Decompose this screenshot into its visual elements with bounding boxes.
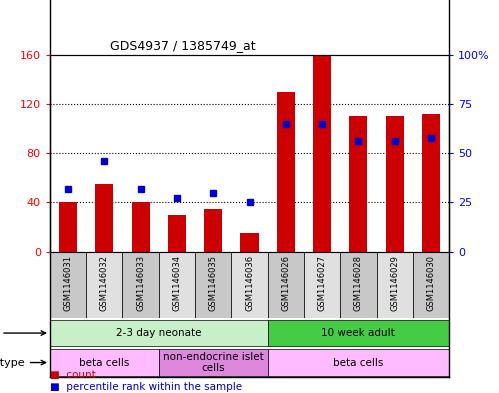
Text: age: age [0,328,45,338]
Bar [204,209,222,252]
Bar [241,233,258,252]
Bar [422,114,440,252]
Bar [377,252,413,318]
Text: cell type: cell type [0,358,45,367]
Text: GSM1146034: GSM1146034 [173,255,182,311]
Text: ■  percentile rank within the sample: ■ percentile rank within the sample [50,382,242,392]
Bar [313,55,331,252]
Bar [267,252,304,318]
Bar [95,184,113,252]
Text: beta cells: beta cells [79,358,130,367]
Bar [340,252,377,318]
Bar [267,320,449,346]
Bar [195,252,232,318]
Bar [86,252,122,318]
Text: GDS4937 / 1385749_at: GDS4937 / 1385749_at [110,39,255,52]
Bar [413,252,449,318]
Bar [59,202,77,252]
Text: ■  count: ■ count [50,370,96,380]
Text: GSM1146032: GSM1146032 [100,255,109,311]
Bar [159,349,267,376]
Bar [232,252,267,318]
Text: GSM1146026: GSM1146026 [281,255,290,311]
Text: 2-3 day neonate: 2-3 day neonate [116,328,202,338]
Bar [122,252,159,318]
Text: GSM1146029: GSM1146029 [390,255,399,311]
Text: GSM1146033: GSM1146033 [136,255,145,311]
Text: GSM1146028: GSM1146028 [354,255,363,311]
Bar [159,252,195,318]
Bar [168,215,186,252]
Text: non-endocrine islet
cells: non-endocrine islet cells [163,352,263,373]
Text: GSM1146035: GSM1146035 [209,255,218,311]
Bar [349,116,367,252]
Bar [267,349,449,376]
Text: GSM1146036: GSM1146036 [245,255,254,311]
Bar [386,116,404,252]
Text: GSM1146027: GSM1146027 [317,255,326,311]
Text: 10 week adult: 10 week adult [321,328,395,338]
Bar [277,92,295,252]
Bar [50,252,86,318]
Text: beta cells: beta cells [333,358,384,367]
Text: GSM1146030: GSM1146030 [427,255,436,311]
Bar [50,320,267,346]
Bar [50,349,159,376]
Text: GSM1146031: GSM1146031 [63,255,72,311]
Bar [132,202,150,252]
Bar [304,252,340,318]
